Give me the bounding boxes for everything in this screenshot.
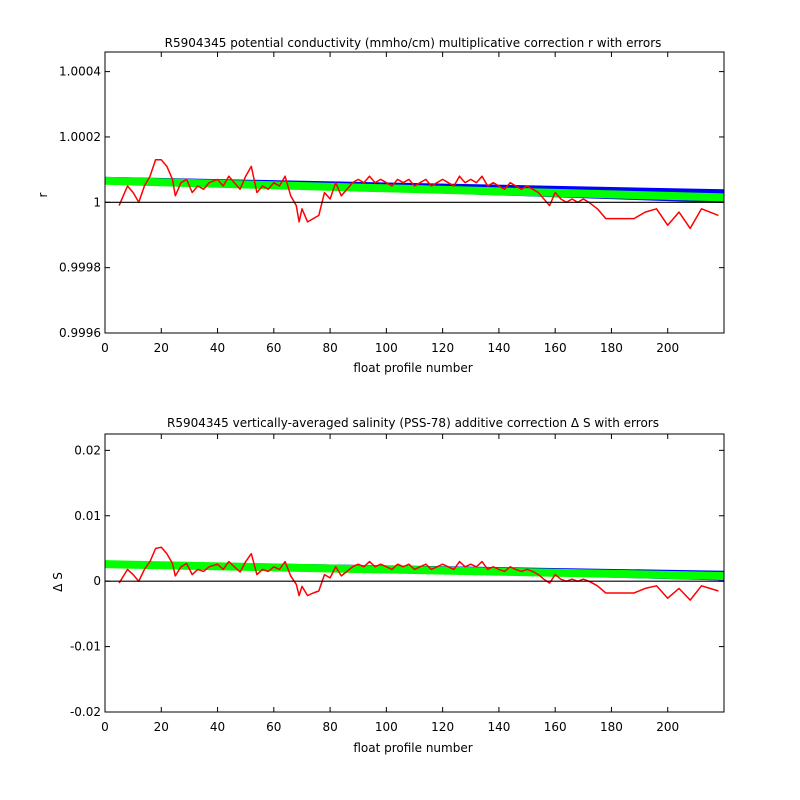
y-tick-label-bottom: -0.02 [70,705,101,719]
x-axis-label-bottom: float profile number [353,741,472,755]
correction-line-top [118,159,719,230]
y-tick-label-top: 1 [93,195,101,209]
y-tick-label-top: 0.9998 [59,261,101,275]
plot-frame-bottom [104,433,725,713]
x-tick-label-bottom: 160 [544,720,567,734]
chart-title-top: R5904345 potential conductivity (mmho/cm… [165,36,662,50]
y-tick-label-top: 0.9996 [59,326,101,340]
x-tick-label-bottom: 60 [266,720,281,734]
y-tick-label-bottom: -0.01 [70,640,101,654]
plot-area-top: 0 20 40 60 80 100 120 140 160 180 200 0.9996 0.9998 1… [59,51,725,355]
x-tick-label-top: 180 [600,341,623,355]
correction-line-bottom [118,546,719,601]
x-tick-label-top: 40 [210,341,225,355]
x-tick-label-top: 20 [154,341,169,355]
x-tick-label-bottom: 140 [487,720,510,734]
x-tick-label-top: 200 [656,341,679,355]
plot-frame-top [104,51,725,334]
x-tick-label-bottom: 200 [656,720,679,734]
x-tick-label-bottom: 180 [600,720,623,734]
x-tick-label-top: 100 [375,341,398,355]
x-tick-label-bottom: 0 [101,720,109,734]
y-tick-label-bottom: 0.02 [74,443,101,457]
x-tick-label-top: 120 [431,341,454,355]
x-tick-label-top: 60 [266,341,281,355]
y-axis-label-bottom: Δ S [51,572,65,592]
x-tick-label-bottom: 80 [322,720,337,734]
y-tick-label-bottom: 0 [93,574,101,588]
x-tick-label-top: 0 [101,341,109,355]
series-group-top [105,159,724,230]
x-axis-label-top: float profile number [353,361,472,375]
y-axis-label-top: r [36,192,50,197]
x-tick-label-bottom: 100 [375,720,398,734]
x-tick-label-bottom: 20 [154,720,169,734]
chart-bottom: R5904345 vertically-averaged salinity (P… [51,416,725,755]
x-tick-label-top: 80 [322,341,337,355]
x-tick-label-bottom: 120 [431,720,454,734]
plot-area-bottom: 0 20 40 60 80 100 120 140 160 180 200 -0.02 -0.01 0 0.… [70,433,725,734]
x-tick-label-top: 140 [487,341,510,355]
series-group-bottom [105,546,724,601]
y-tick-label-bottom: 0.01 [74,509,101,523]
x-tick-label-bottom: 40 [210,720,225,734]
chart-top: R5904345 potential conductivity (mmho/cm… [36,36,725,375]
x-tick-label-top: 160 [544,341,567,355]
y-tick-label-top: 1.0004 [59,65,101,79]
chart-title-bottom: R5904345 vertically-averaged salinity (P… [167,416,659,430]
y-tick-label-top: 1.0002 [59,130,101,144]
